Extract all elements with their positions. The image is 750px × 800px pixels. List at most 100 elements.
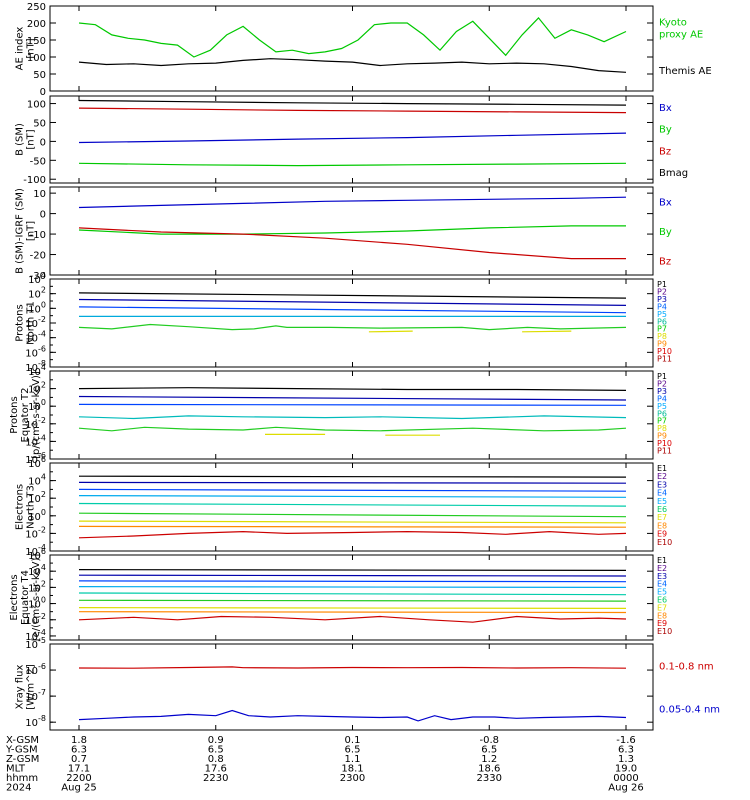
legend-label: P4 [657, 302, 667, 311]
tick-label: 150 [27, 36, 46, 47]
axis-label: [p/(cm²-s-sr-keV)] [31, 371, 42, 459]
time-axis-value: 2200 [66, 773, 91, 784]
legend-label: P11 [657, 355, 672, 364]
panel-frame [49, 95, 654, 184]
series-line [78, 58, 627, 73]
legend-label: E2 [657, 564, 667, 573]
panel-frame [49, 643, 654, 731]
time-axis-value: 2330 [477, 773, 502, 784]
tick-label: 100 [27, 100, 46, 111]
series-line [78, 592, 627, 596]
tick-label: 50 [33, 70, 46, 81]
legend-label: P5 [657, 310, 667, 319]
legend-label: Bz [659, 256, 671, 267]
series-line [78, 495, 627, 498]
legend-label: P7 [657, 417, 667, 426]
tick-label: 10 [33, 189, 46, 200]
legend-label: P9 [657, 432, 667, 441]
axis-label: B (SM)-IGRF (SM) [15, 188, 26, 274]
time-axis-row-label: MLT [6, 764, 26, 775]
legend-label: P1 [657, 280, 667, 289]
legend-label: P10 [657, 347, 672, 356]
legend-label: E8 [657, 521, 667, 530]
time-axis-row-label: Y-GSM [5, 745, 38, 756]
series-line [78, 292, 627, 299]
legend-label: P5 [657, 402, 667, 411]
time-axis-value: 2300 [340, 773, 365, 784]
panel-frame [49, 278, 654, 368]
series-line [78, 666, 627, 669]
axis-label: Protons [9, 396, 20, 433]
series-line [78, 196, 627, 209]
time-axis-value: 0.9 [208, 735, 224, 746]
legend-label: By [659, 125, 672, 136]
axis-label: North T3 [26, 485, 37, 529]
time-axis-value: Aug 26 [608, 783, 643, 794]
legend-label: Bx [659, 198, 672, 209]
tick-label: 250 [27, 2, 46, 13]
axis-label: Xray flux [15, 665, 26, 710]
axis-label: Electrons [15, 484, 26, 530]
legend-label: P3 [657, 387, 667, 396]
series-line [522, 330, 572, 333]
time-axis-value: -1.6 [616, 735, 636, 746]
legend-label: P10 [657, 439, 672, 448]
time-axis-value: 6.5 [208, 745, 224, 756]
series-line [78, 225, 626, 235]
legend-label: E1 [657, 464, 667, 473]
time-axis-value: 6.3 [618, 745, 634, 756]
legend-label: P2 [657, 379, 667, 388]
series-line [78, 99, 627, 106]
tick-label: 0 [40, 87, 46, 98]
legend-label: 0.05-0.4 nm [659, 705, 720, 716]
legend-label: proxy AE [659, 29, 703, 40]
legend-label: E7 [657, 513, 667, 522]
series-line [78, 481, 627, 484]
axis-label: Electrons [9, 574, 20, 620]
time-axis-value: 6.5 [481, 745, 497, 756]
axis-label: [nT] [26, 129, 37, 149]
legend-label: P8 [657, 332, 667, 341]
axis-label: AE index [15, 27, 26, 71]
series-line [78, 298, 627, 306]
tick-label: 10-8 [25, 714, 46, 729]
legend-label: P4 [657, 394, 667, 403]
axis-label: [nT] [26, 38, 37, 58]
tick-label: -10 [30, 230, 46, 241]
legend-label: E4 [657, 489, 667, 498]
legend-label: P6 [657, 409, 667, 418]
legend-label: P8 [657, 424, 667, 433]
tick-label: 200 [27, 19, 46, 30]
series-line [78, 530, 627, 539]
axis-label: [e/(cm²-s-sr-keV)] [31, 554, 42, 642]
series-line [78, 585, 627, 589]
legend-label: E4 [657, 580, 667, 589]
legend-label: Themis AE [658, 66, 712, 77]
legend-label: P11 [657, 447, 672, 456]
series-line [78, 709, 627, 722]
legend-label: E2 [657, 472, 667, 481]
series-line [78, 323, 627, 331]
time-axis-value: Aug 25 [61, 783, 96, 794]
legend-label: E1 [657, 556, 667, 565]
time-axis-row-label: hhmm [6, 773, 38, 784]
series-line [78, 568, 627, 572]
series-line [78, 306, 627, 314]
tick-label: -100 [23, 175, 46, 186]
legend-label: E7 [657, 603, 667, 612]
series-line [78, 525, 627, 528]
legend-label: E10 [657, 538, 672, 547]
series-line [78, 426, 627, 432]
time-axis-value: 17.1 [68, 764, 90, 775]
series-line [78, 387, 627, 391]
time-axis-value: 1.8 [71, 735, 87, 746]
legend-label: E9 [657, 530, 667, 539]
legend-label: By [659, 227, 672, 238]
legend-label: Kyoto [659, 17, 687, 28]
series-line [78, 16, 627, 58]
panel-frame [49, 186, 654, 276]
